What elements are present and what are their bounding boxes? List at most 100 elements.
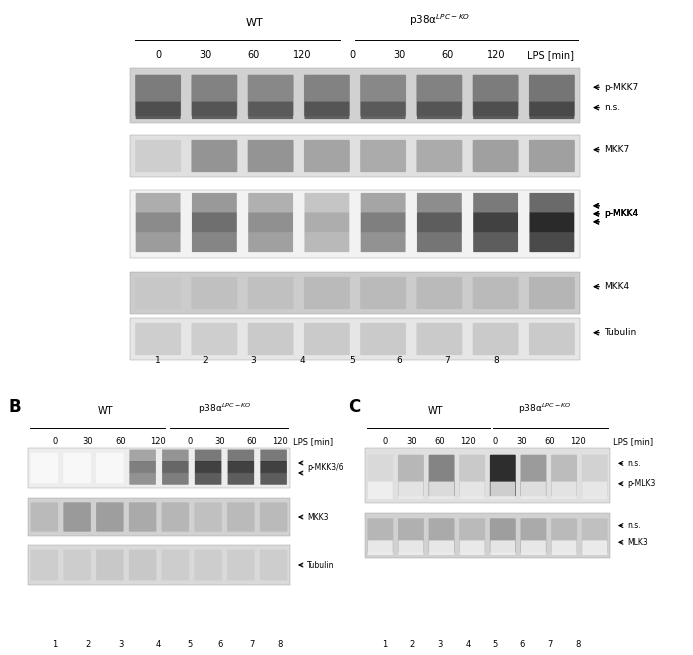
FancyBboxPatch shape: [192, 212, 237, 233]
FancyBboxPatch shape: [260, 502, 288, 532]
Text: 0: 0: [349, 50, 355, 60]
Text: p-MKK4: p-MKK4: [604, 210, 638, 218]
Text: p-MKK7: p-MKK7: [604, 83, 638, 92]
Text: 0: 0: [492, 437, 498, 446]
Text: p-MLK3: p-MLK3: [627, 479, 656, 488]
Text: WT: WT: [428, 406, 443, 416]
FancyBboxPatch shape: [135, 277, 181, 309]
FancyBboxPatch shape: [360, 102, 405, 119]
Text: MKK7: MKK7: [604, 145, 629, 154]
FancyBboxPatch shape: [529, 232, 574, 252]
Text: WT: WT: [97, 406, 113, 416]
Text: Tubulin: Tubulin: [604, 328, 636, 337]
FancyBboxPatch shape: [582, 481, 607, 499]
Text: 4: 4: [466, 640, 471, 649]
Text: 2: 2: [85, 640, 91, 649]
FancyBboxPatch shape: [416, 277, 462, 309]
FancyBboxPatch shape: [304, 102, 349, 119]
Text: 30: 30: [215, 437, 225, 446]
Text: n.s.: n.s.: [627, 459, 640, 468]
Text: p38α$^{LPC-KO}$: p38α$^{LPC-KO}$: [198, 402, 252, 416]
FancyBboxPatch shape: [195, 461, 221, 473]
FancyBboxPatch shape: [191, 323, 237, 355]
Bar: [130, 68, 580, 123]
Text: 3: 3: [119, 640, 123, 649]
FancyBboxPatch shape: [248, 212, 293, 233]
FancyBboxPatch shape: [360, 75, 406, 117]
Text: 4: 4: [155, 640, 161, 649]
FancyBboxPatch shape: [248, 232, 293, 252]
Text: MKK3: MKK3: [307, 512, 328, 521]
FancyBboxPatch shape: [473, 212, 518, 233]
FancyBboxPatch shape: [304, 193, 349, 213]
FancyBboxPatch shape: [360, 212, 405, 233]
Text: 8: 8: [575, 640, 581, 649]
FancyBboxPatch shape: [581, 455, 608, 496]
FancyBboxPatch shape: [136, 212, 181, 233]
Text: 3: 3: [250, 356, 256, 365]
FancyBboxPatch shape: [417, 212, 462, 233]
Text: n.s.: n.s.: [627, 521, 640, 530]
FancyBboxPatch shape: [416, 323, 462, 355]
FancyBboxPatch shape: [248, 102, 293, 119]
FancyBboxPatch shape: [162, 472, 188, 485]
Bar: [365, 513, 610, 558]
Text: 1: 1: [155, 356, 161, 365]
FancyBboxPatch shape: [304, 323, 350, 355]
FancyBboxPatch shape: [398, 455, 424, 496]
Text: p38α$^{LPC-KO}$: p38α$^{LPC-KO}$: [518, 402, 572, 416]
FancyBboxPatch shape: [520, 455, 546, 496]
FancyBboxPatch shape: [417, 232, 462, 252]
FancyBboxPatch shape: [490, 455, 516, 496]
Text: 1: 1: [53, 640, 58, 649]
Text: WT: WT: [246, 18, 264, 28]
FancyBboxPatch shape: [360, 277, 406, 309]
FancyBboxPatch shape: [227, 472, 254, 485]
FancyBboxPatch shape: [194, 550, 222, 580]
FancyBboxPatch shape: [130, 472, 156, 485]
FancyBboxPatch shape: [161, 550, 189, 580]
FancyBboxPatch shape: [581, 518, 608, 553]
Bar: [130, 272, 580, 314]
FancyBboxPatch shape: [30, 502, 58, 532]
FancyBboxPatch shape: [96, 550, 123, 580]
FancyBboxPatch shape: [161, 502, 189, 532]
Text: 0: 0: [383, 437, 387, 446]
Text: 30: 30: [517, 437, 527, 446]
FancyBboxPatch shape: [429, 481, 454, 499]
Text: 0: 0: [155, 50, 161, 60]
Text: p-MKK4: p-MKK4: [604, 210, 638, 218]
FancyBboxPatch shape: [304, 75, 350, 117]
FancyBboxPatch shape: [551, 518, 577, 553]
Bar: [28, 498, 290, 536]
Bar: [130, 135, 580, 177]
FancyBboxPatch shape: [227, 550, 254, 580]
Text: 120: 120: [460, 437, 476, 446]
FancyBboxPatch shape: [227, 461, 254, 473]
FancyBboxPatch shape: [192, 232, 237, 252]
FancyBboxPatch shape: [428, 518, 455, 553]
FancyBboxPatch shape: [552, 540, 577, 555]
FancyBboxPatch shape: [130, 461, 156, 473]
FancyBboxPatch shape: [136, 193, 181, 213]
Text: 2: 2: [202, 356, 208, 365]
FancyBboxPatch shape: [261, 461, 287, 473]
FancyBboxPatch shape: [192, 193, 237, 213]
Text: 60: 60: [247, 437, 257, 446]
Text: 60: 60: [116, 437, 126, 446]
FancyBboxPatch shape: [367, 455, 393, 496]
FancyBboxPatch shape: [191, 277, 237, 309]
FancyBboxPatch shape: [520, 518, 546, 553]
FancyBboxPatch shape: [63, 453, 91, 483]
FancyBboxPatch shape: [551, 455, 577, 496]
Text: 30: 30: [199, 50, 211, 60]
FancyBboxPatch shape: [360, 232, 405, 252]
Text: 7: 7: [444, 356, 450, 365]
FancyBboxPatch shape: [428, 455, 455, 496]
Text: 1: 1: [383, 640, 387, 649]
FancyBboxPatch shape: [398, 481, 423, 499]
FancyBboxPatch shape: [473, 323, 518, 355]
Text: 8: 8: [493, 356, 499, 365]
FancyBboxPatch shape: [247, 75, 294, 117]
Text: 5: 5: [187, 640, 193, 649]
